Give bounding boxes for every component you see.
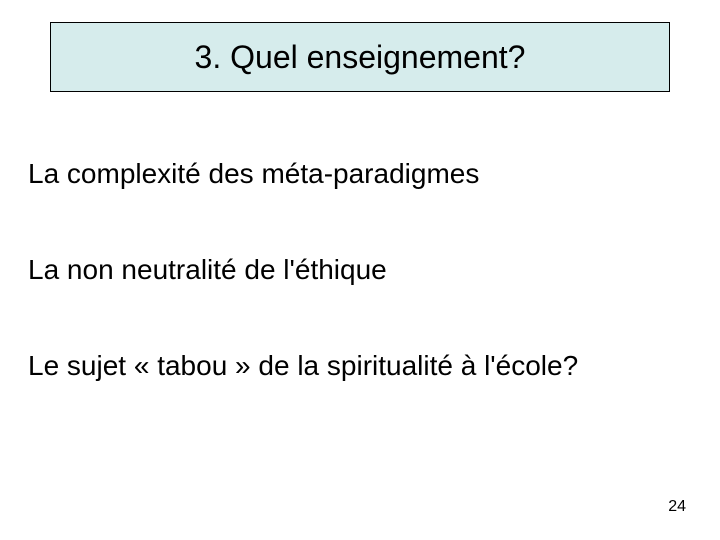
body-line-3: Le sujet « tabou » de la spiritualité à … [28,350,578,382]
body-line-1: La complexité des méta-paradigmes [28,158,479,190]
page-number: 24 [668,498,686,516]
body-line-2: La non neutralité de l'éthique [28,254,387,286]
slide-title: 3. Quel enseignement? [195,39,526,76]
title-box: 3. Quel enseignement? [50,22,670,92]
